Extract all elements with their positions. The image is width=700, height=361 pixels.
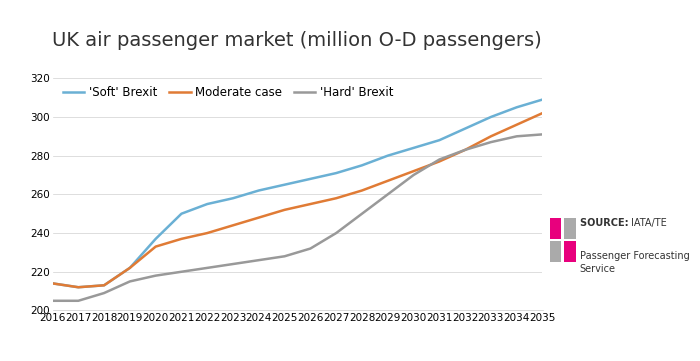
Bar [550,218,561,239]
Text: ✳: ✳ [11,7,21,17]
Bar [550,241,561,262]
Bar [564,218,576,239]
Text: SOURCE:: SOURCE: [580,218,631,229]
Text: UK air passenger market (million O-D passengers): UK air passenger market (million O-D pas… [52,31,542,50]
Text: Passenger Forecasting
Service: Passenger Forecasting Service [580,251,690,274]
Text: FIGURE 1: FIGURE 1 [33,7,76,16]
Legend: 'Soft' Brexit, Moderate case, 'Hard' Brexit: 'Soft' Brexit, Moderate case, 'Hard' Bre… [58,82,398,104]
Text: IATA/TE: IATA/TE [631,218,666,229]
Bar [564,241,576,262]
